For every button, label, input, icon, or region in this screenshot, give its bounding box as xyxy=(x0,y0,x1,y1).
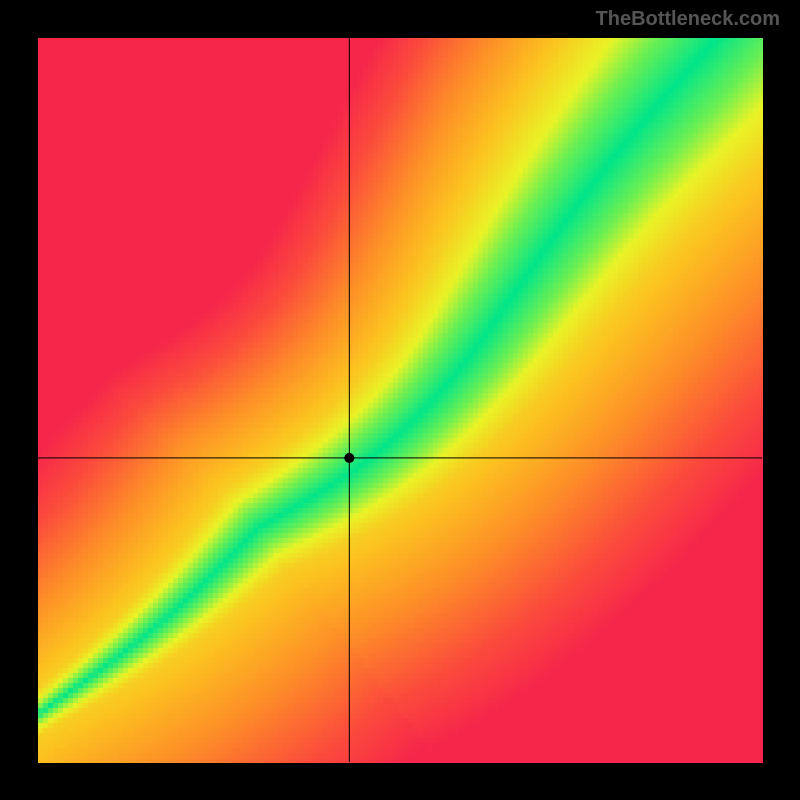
watermark-label: TheBottleneck.com xyxy=(596,8,780,31)
bottleneck-heatmap xyxy=(0,0,800,800)
